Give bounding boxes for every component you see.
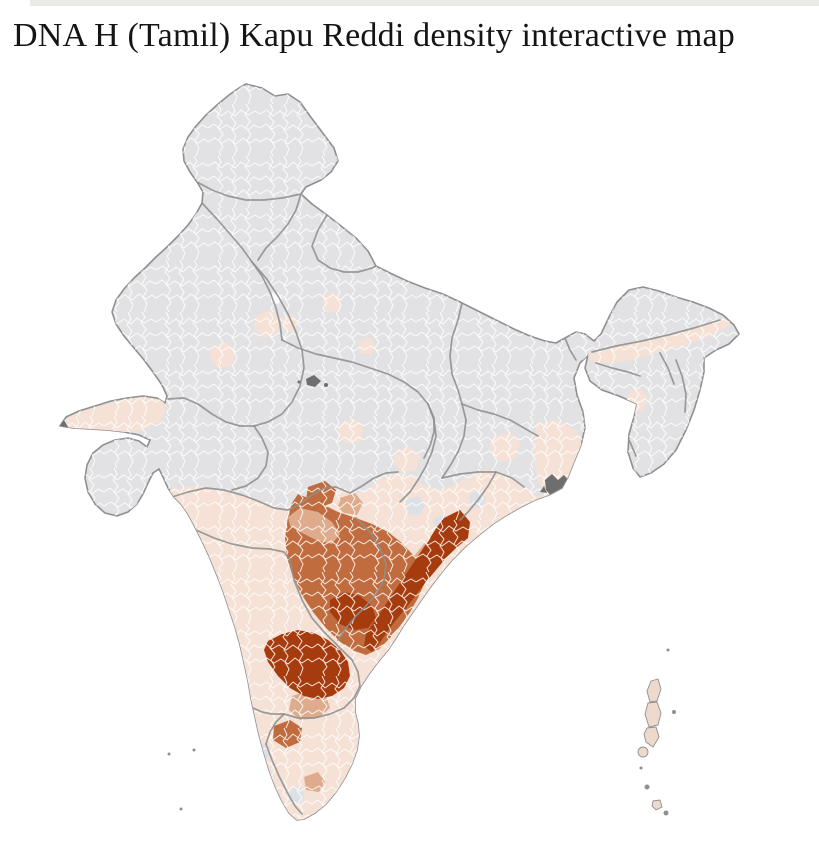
state-border-line <box>231 425 269 491</box>
map-title: DNA H (Tamil) Kapu Reddi density interac… <box>13 17 735 54</box>
state-border-line <box>167 261 305 427</box>
island-dot[interactable] <box>666 648 670 652</box>
andaman-island[interactable] <box>644 701 662 728</box>
district-borders-mesh <box>60 84 739 820</box>
state-border-line <box>564 337 577 361</box>
nicobar-island-dot[interactable] <box>663 810 669 816</box>
little-andaman-island[interactable] <box>637 746 649 758</box>
state-border-line <box>311 214 377 273</box>
state-border-line <box>281 339 435 459</box>
state-border-line <box>337 517 387 641</box>
state-border-line <box>441 471 525 488</box>
state-border-line <box>283 659 361 719</box>
state-border-line <box>265 713 285 745</box>
chambal-dot <box>324 383 328 387</box>
state-border-line <box>265 743 303 815</box>
lakshadweep-dot[interactable] <box>167 752 171 756</box>
chambal-dot <box>297 380 301 384</box>
state-border-line <box>252 707 285 715</box>
andaman-island[interactable] <box>643 726 660 748</box>
island-dot[interactable] <box>639 766 643 770</box>
state-border-line <box>659 352 675 385</box>
nicobar-island-dot[interactable] <box>644 784 650 790</box>
state-border-line <box>399 403 437 503</box>
state-border-line <box>449 302 463 405</box>
state-border-line <box>257 193 302 261</box>
delta-spike <box>572 494 579 501</box>
state-border-line <box>289 559 353 661</box>
state-border-line <box>459 471 497 521</box>
pale-district[interactable] <box>228 650 242 666</box>
state-border-line <box>595 362 641 377</box>
lakshadweep-dot[interactable] <box>192 748 196 752</box>
top-divider-bar <box>30 0 819 6</box>
island-dot[interactable] <box>672 710 676 714</box>
state-border-line <box>591 319 721 353</box>
lakshadweep-islands[interactable] <box>167 748 196 811</box>
chambal-marks <box>306 375 321 387</box>
lakshadweep-dot[interactable] <box>179 807 183 811</box>
state-border-line <box>171 471 399 511</box>
state-border-line <box>201 202 253 263</box>
state-border-line <box>251 261 283 341</box>
state-border-line <box>675 359 687 413</box>
nicobar-island[interactable] <box>651 799 663 811</box>
andaman-nicobar-islands[interactable] <box>637 648 676 816</box>
state-border-line <box>196 181 302 201</box>
delta-spike <box>540 486 547 493</box>
state-border-line <box>441 403 467 479</box>
andaman-island[interactable] <box>646 678 662 703</box>
state-border-line <box>195 529 291 561</box>
state-border-line <box>461 403 539 437</box>
